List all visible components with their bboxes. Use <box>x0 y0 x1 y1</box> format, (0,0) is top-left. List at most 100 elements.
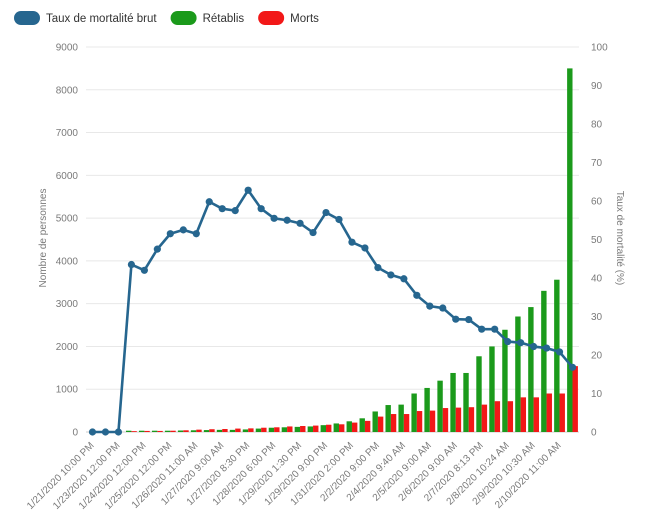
bar-morts <box>520 397 527 432</box>
bar-morts <box>183 430 189 432</box>
bar-morts <box>572 366 578 432</box>
bar-retablis <box>255 428 262 432</box>
mortality-point <box>231 207 239 215</box>
bar-retablis <box>281 427 288 432</box>
right-tick-label: 0 <box>591 428 597 439</box>
bar-morts <box>377 416 384 432</box>
mortality-point <box>322 208 330 217</box>
bar-morts <box>300 426 306 432</box>
left-tick-label: 5000 <box>56 214 79 225</box>
mortality-point <box>491 325 499 333</box>
bar-retablis <box>541 290 547 432</box>
mortality-point <box>387 271 395 279</box>
legend-swatch <box>14 11 40 25</box>
bar-morts <box>248 428 254 432</box>
bar-retablis <box>398 404 404 432</box>
bar-morts <box>313 425 319 432</box>
bar-retablis <box>203 430 210 432</box>
mortality-point <box>465 315 473 324</box>
bar-morts <box>559 393 565 432</box>
mortality-point <box>517 339 525 347</box>
mortality-line <box>92 188 574 434</box>
mortality-point <box>529 342 538 351</box>
mortality-point <box>296 219 304 227</box>
bar-morts <box>533 397 539 432</box>
bar-morts <box>416 411 423 432</box>
mortality-point <box>335 215 343 224</box>
mortality-point <box>374 264 382 272</box>
mortality-point <box>400 275 408 283</box>
left-tick-label: 1000 <box>56 385 79 396</box>
bar-morts <box>390 414 397 432</box>
mortality-point <box>309 228 317 237</box>
mortality-point <box>426 302 434 310</box>
legend-label: Taux de mortalité brut <box>46 13 157 25</box>
left-tick-label: 0 <box>72 428 78 439</box>
bar-retablis <box>307 426 314 432</box>
bar-retablis <box>216 429 223 432</box>
bar-morts <box>261 427 267 432</box>
bar-morts <box>338 424 345 432</box>
bar-morts <box>546 393 552 432</box>
bar-morts <box>209 429 215 432</box>
bar-morts <box>196 429 202 432</box>
bar-retablis <box>528 307 534 432</box>
right-tick-label: 100 <box>591 43 608 54</box>
bar-retablis <box>190 430 197 432</box>
right-tick-label: 10 <box>591 389 603 400</box>
bar-retablis <box>177 430 184 432</box>
bar-morts <box>403 414 410 432</box>
right-tick-label: 90 <box>591 81 603 92</box>
bar-retablis <box>450 372 456 432</box>
bar-morts <box>131 431 137 432</box>
bar-retablis <box>294 426 301 432</box>
bar-retablis <box>138 430 145 432</box>
bar-morts <box>494 401 501 432</box>
right-tick-label: 80 <box>591 120 603 131</box>
left-tick-label: 4000 <box>56 256 79 267</box>
bar-morts <box>364 420 371 432</box>
bar-morts <box>287 426 293 432</box>
left-tick-label: 3000 <box>56 299 79 310</box>
bar-morts <box>326 424 332 432</box>
right-axis-title: Taux de mortalité (%) <box>614 191 625 285</box>
bar-retablis <box>385 405 391 432</box>
right-tick-label: 70 <box>591 158 603 169</box>
right-tick-label: 30 <box>591 312 603 323</box>
mortality-point <box>166 230 174 238</box>
mortality-point <box>478 325 486 333</box>
bar-retablis <box>502 329 508 432</box>
bar-retablis <box>320 425 327 432</box>
legend-swatch <box>258 11 285 25</box>
mortality-point <box>270 214 278 222</box>
mortality-point <box>361 244 369 252</box>
mortality-point <box>568 363 577 371</box>
bar-morts <box>170 430 176 432</box>
bar-morts <box>274 427 280 432</box>
bar-retablis <box>372 411 378 432</box>
mortality-point <box>140 266 148 274</box>
bar-retablis <box>424 387 430 432</box>
mortality-point <box>244 186 252 194</box>
bar-morts <box>144 430 150 432</box>
bar-morts <box>442 408 449 432</box>
left-axis-title: Nombre de personnes <box>38 189 49 288</box>
mortality-point <box>452 315 460 323</box>
bar-morts <box>351 422 358 432</box>
right-tick-label: 60 <box>591 197 603 208</box>
legend-swatch <box>170 11 197 25</box>
bar-morts <box>481 404 488 432</box>
bar-retablis <box>242 429 249 432</box>
mortality-point <box>413 291 421 299</box>
bar-morts <box>157 430 163 432</box>
bar-retablis <box>359 418 365 432</box>
bar-retablis <box>437 380 443 432</box>
left-tick-label: 9000 <box>56 43 79 54</box>
bar-morts <box>507 401 514 432</box>
legend-label: Rétablis <box>203 13 245 25</box>
chart-legend: Taux de mortalité brut Rétablis Morts <box>14 11 319 25</box>
legend-label: Morts <box>290 13 319 25</box>
left-tick-label: 2000 <box>56 342 79 353</box>
bar-retablis <box>268 427 275 432</box>
